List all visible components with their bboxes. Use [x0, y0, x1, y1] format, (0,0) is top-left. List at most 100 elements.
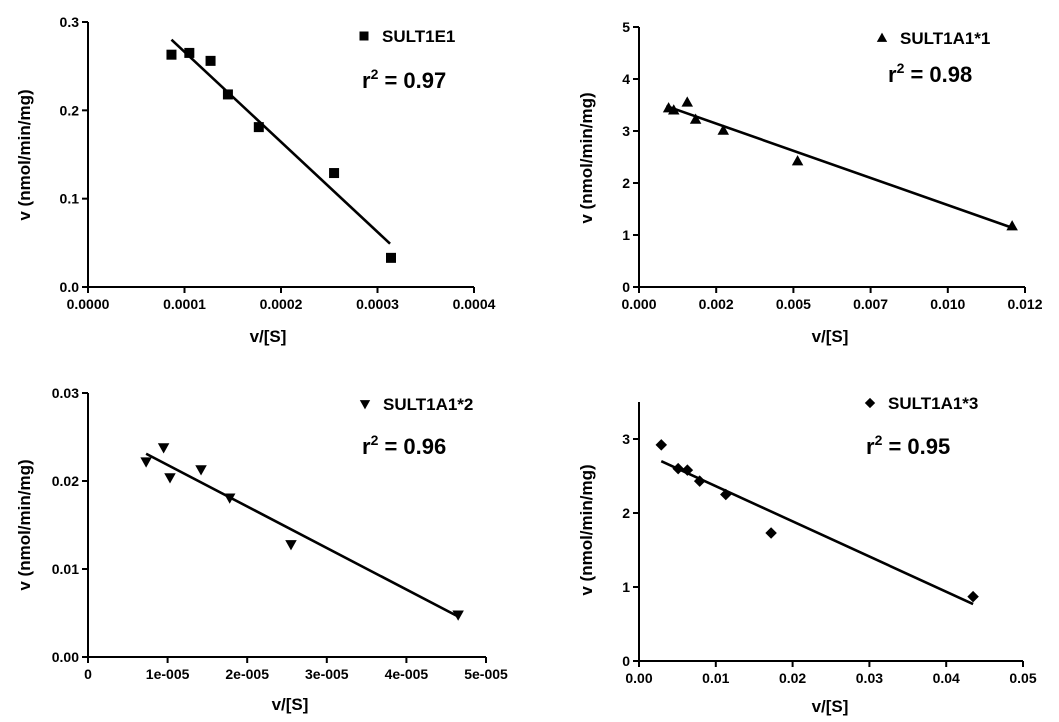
- data-point: [765, 527, 777, 539]
- data-point: [452, 610, 464, 621]
- regression-line: [170, 38, 391, 245]
- data-point: [184, 47, 195, 58]
- r-squared-label: r2 = 0.98: [888, 60, 972, 87]
- data-point: [693, 475, 706, 487]
- data-point: [205, 55, 216, 66]
- y-tick-label: 0: [622, 653, 630, 669]
- regression-line: [145, 452, 459, 618]
- y-tick-label: 2: [622, 505, 630, 521]
- x-tick-label: 0.05: [1009, 670, 1036, 686]
- y-tick-label: 1: [622, 579, 630, 595]
- x-tick-label: 0.01: [702, 670, 729, 686]
- data-point: [253, 122, 264, 133]
- x-tick-label: 0.0003: [356, 296, 399, 312]
- data-point: [681, 464, 694, 476]
- x-tick-label: 2e-005: [225, 666, 269, 682]
- x-tick-label: 0.04: [933, 670, 960, 686]
- y-tick-label: 3: [622, 123, 630, 139]
- data-point: [157, 443, 170, 454]
- legend-marker: [864, 397, 876, 409]
- data-point: [1006, 220, 1018, 231]
- data-point: [223, 493, 236, 504]
- x-tick-label: 0.03: [856, 670, 883, 686]
- y-tick-label: 0: [622, 279, 630, 295]
- r-squared-label: r2 = 0.95: [866, 432, 950, 459]
- x-tick-label: 0.012: [1007, 296, 1042, 312]
- chart-panel-1: 0.0000 0.0001 0.0002 0.0003 0.0004 0.0 0.1 0.2 0…: [15, 14, 496, 346]
- y-axis-title: v (nmol/min/mg): [577, 464, 596, 595]
- x-tick-label: 0.0000: [67, 296, 110, 312]
- x-axis-title: v/[S]: [812, 327, 849, 346]
- data-point: [166, 49, 177, 60]
- y-tick-label: 4: [622, 71, 630, 87]
- y-tick-label: 0.3: [60, 14, 80, 30]
- data-point: [967, 590, 979, 603]
- data-point: [791, 155, 804, 166]
- chart-panel-3: 0 1e-005 2e-005 3e-005 4e-005 5e-005 0.00 0.01 0…: [15, 385, 508, 714]
- r-squared-label: r2 = 0.97: [362, 66, 446, 93]
- legend: SULT1E1: [359, 27, 455, 46]
- x-axis-title: v/[S]: [812, 697, 849, 716]
- data-point: [329, 168, 340, 179]
- data-point: [655, 439, 668, 451]
- y-tick-label: 5: [622, 19, 630, 35]
- data-point: [672, 462, 684, 475]
- x-tick-label: 0.005: [776, 296, 811, 312]
- x-tick-label: 5e-005: [464, 666, 508, 682]
- y-axis-title: v (nmol/min/mg): [15, 89, 34, 220]
- r-squared-label: r2 = 0.96: [362, 432, 446, 459]
- data-point: [140, 457, 152, 468]
- y-tick-label: 0.2: [60, 102, 80, 118]
- data-point: [681, 96, 693, 107]
- y-axis-title: v (nmol/min/mg): [577, 92, 596, 223]
- y-tick-label: 0.0: [60, 279, 80, 295]
- legend-label: SULT1E1: [382, 27, 455, 46]
- data-point: [195, 465, 207, 476]
- x-tick-label: 0.010: [930, 296, 965, 312]
- legend: SULT1A1*2: [359, 395, 473, 414]
- chart-panel-4: 0.00 0.01 0.02 0.03 0.04 0.05 0 1 2 3 v/[S] v (nmol…: [577, 394, 1037, 716]
- legend-label: SULT1A1*3: [888, 394, 978, 413]
- legend-label: SULT1A1*2: [383, 395, 473, 414]
- y-tick-label: 0.03: [52, 385, 79, 401]
- regression-line: [660, 460, 974, 606]
- legend-marker: [359, 400, 371, 410]
- y-axis-title: v (nmol/min/mg): [15, 459, 34, 590]
- x-tick-label: 0.0001: [163, 296, 206, 312]
- x-tick-label: 0.02: [779, 670, 806, 686]
- x-tick-label: 0: [84, 666, 92, 682]
- x-tick-label: 1e-005: [146, 666, 190, 682]
- y-tick-label: 1: [622, 227, 630, 243]
- data-point: [717, 124, 730, 135]
- data-point: [386, 252, 397, 263]
- legend-label: SULT1A1*1: [900, 29, 990, 48]
- y-tick-label: 0.01: [52, 561, 79, 577]
- x-tick-label: 0.000: [621, 296, 656, 312]
- legend-marker: [359, 31, 369, 41]
- data-point: [285, 540, 297, 551]
- chart-panel-2: 0.000 0.002 0.005 0.007 0.010 0.012 0 1 2 3 4 5 v/[S…: [577, 19, 1043, 346]
- y-tick-label: 0.02: [52, 473, 79, 489]
- y-tick-label: 0.00: [52, 649, 79, 665]
- data-point: [667, 104, 680, 115]
- regression-line: [665, 104, 1013, 229]
- data-point: [164, 473, 176, 484]
- x-tick-label: 3e-005: [305, 666, 349, 682]
- legend: SULT1A1*3: [864, 394, 978, 413]
- x-axis-title: v/[S]: [250, 327, 287, 346]
- data-point: [689, 113, 702, 124]
- x-axis-title: v/[S]: [272, 695, 309, 714]
- data-point: [720, 488, 732, 501]
- legend-marker: [876, 32, 888, 42]
- y-tick-label: 0.1: [60, 191, 80, 207]
- x-tick-label: 0.007: [853, 296, 888, 312]
- x-tick-label: 0.002: [699, 296, 734, 312]
- legend: SULT1A1*1: [876, 29, 990, 48]
- x-tick-label: 0.0002: [260, 296, 303, 312]
- data-point: [222, 89, 233, 100]
- y-tick-label: 3: [622, 431, 630, 447]
- x-tick-label: 0.0004: [453, 296, 496, 312]
- x-tick-label: 4e-005: [385, 666, 429, 682]
- y-tick-label: 2: [622, 175, 630, 191]
